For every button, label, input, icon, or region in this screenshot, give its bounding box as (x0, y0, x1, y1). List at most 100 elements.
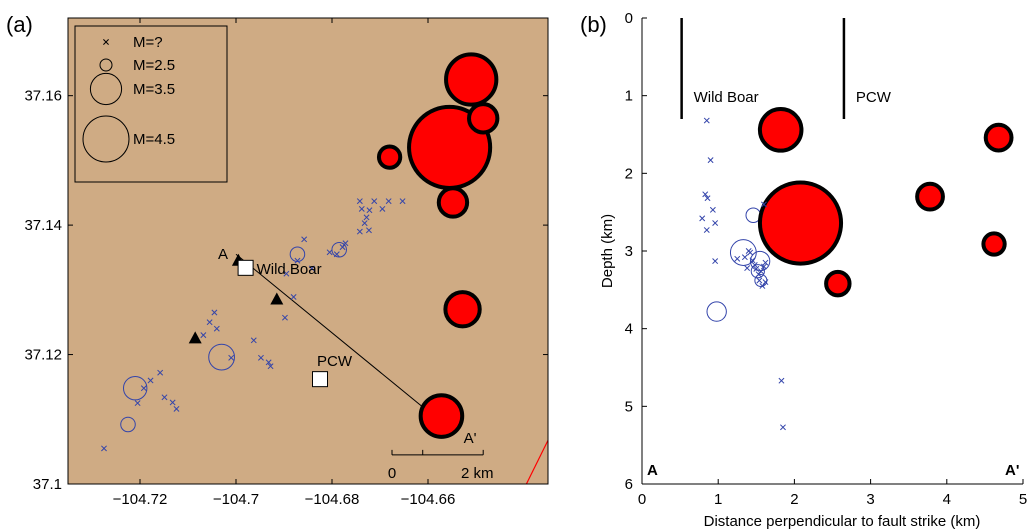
event-large-marker (444, 52, 499, 107)
event-x-marker-stroke (308, 265, 315, 272)
panel-b-label: (b) (580, 12, 607, 37)
event-large-marker (824, 269, 852, 298)
event-x-marker (157, 369, 164, 376)
event-x-marker-stroke (211, 309, 218, 316)
event-x-marker (699, 215, 706, 222)
cross-section-end-label: A' (464, 430, 477, 447)
well-label-wild-boar: Wild Boar (257, 261, 322, 278)
event-x-marker-stroke (709, 206, 716, 213)
section-end-label: A' (1005, 462, 1019, 479)
event-x-marker (265, 359, 272, 366)
event-x-marker (366, 207, 373, 214)
event-x-marker (161, 394, 168, 401)
event-x-marker (267, 363, 274, 370)
event-x-marker (749, 257, 756, 264)
legend-entry-label: M=4.5 (133, 131, 175, 148)
section-start-label: A (647, 462, 658, 479)
event-x-marker-stroke (702, 191, 709, 198)
y-tick-label: 4 (625, 321, 633, 338)
x-tick-label: 4 (943, 491, 951, 508)
event-x-marker (703, 117, 710, 124)
x-tick-label: −104.7 (213, 491, 259, 508)
event-x-marker (704, 195, 711, 202)
event-x-marker-stroke (213, 325, 220, 332)
event-x-marker-stroke (757, 268, 764, 275)
event-large-marker (418, 393, 465, 439)
event-x-marker (213, 325, 220, 332)
well-label-pcw: PCW (856, 89, 892, 106)
event-x-marker (308, 265, 315, 272)
map-plot-area (120, 52, 548, 484)
event-large-marker (981, 231, 1007, 257)
x-tick-label: −104.68 (305, 491, 360, 508)
event-x-marker-stroke (265, 359, 272, 366)
event-x-marker (342, 240, 349, 247)
event-x-marker-stroke (356, 198, 363, 205)
event-x-marker (760, 263, 767, 270)
event-x-marker (169, 399, 176, 406)
event-x-marker-stroke (290, 293, 297, 300)
event-x-marker (366, 227, 372, 234)
legend-circle-marker (82, 115, 130, 163)
event-x-marker-stroke (161, 394, 168, 401)
event-x-marker (333, 251, 340, 258)
event-x-marker (228, 354, 235, 361)
event-x-marker-stroke (206, 319, 213, 326)
event-x-marker-stroke (140, 385, 147, 392)
event-x-marker (756, 277, 763, 284)
well-label-pcw: PCW (317, 353, 353, 370)
x-tick-label: −104.66 (401, 491, 456, 508)
event-x-marker (250, 337, 257, 344)
x-axis-title: Distance perpendicular to fault strike (… (704, 513, 981, 530)
well-label-wild-boar: Wild Boar (694, 89, 759, 106)
event-x-marker-stroke (703, 227, 710, 233)
cross-section-start-label: A (218, 246, 228, 263)
y-tick-label: 37.12 (24, 347, 62, 364)
event-x-marker (282, 314, 288, 321)
event-large-marker (443, 290, 482, 329)
y-tick-label: 37.16 (24, 88, 62, 105)
event-x-marker-stroke (756, 277, 763, 284)
y-tick-label: 2 (625, 165, 633, 182)
event-x-marker (211, 309, 218, 316)
legend-circle-marker (89, 72, 123, 106)
y-tick-label: 37.14 (24, 217, 62, 234)
event-large-marker (983, 122, 1014, 153)
y-tick-label: 1 (625, 88, 633, 105)
event-large-marker (376, 144, 403, 170)
well-square (312, 371, 328, 388)
event-x-marker-stroke (371, 198, 378, 205)
event-x-marker-stroke (760, 263, 767, 270)
event-x-marker-stroke (301, 236, 308, 243)
event-x-marker (757, 268, 764, 275)
event-x-marker-stroke (267, 363, 274, 370)
event-x-marker (379, 205, 386, 212)
station-triangle (270, 292, 284, 305)
event-x-marker-stroke (147, 377, 154, 384)
event-x-marker (709, 206, 716, 213)
event-x-marker-stroke (699, 215, 706, 222)
event-x-marker-stroke (258, 354, 264, 361)
x-tick-label: −104.72 (113, 491, 168, 508)
event-x-marker (358, 205, 365, 212)
event-x-marker (283, 270, 290, 277)
event-x-marker (778, 377, 785, 384)
event-x-marker-stroke (333, 251, 340, 258)
event-x-marker-stroke (385, 198, 392, 205)
event-x-marker-stroke (379, 205, 386, 212)
event-x-marker-stroke (366, 207, 373, 214)
event-x-marker-stroke (780, 424, 786, 431)
event-x-marker-stroke (703, 117, 710, 124)
event-x-marker (762, 259, 769, 266)
event-x-marker (760, 201, 767, 208)
event-circle-marker (120, 416, 136, 433)
scale-bar-label-distance: 2 km (461, 465, 494, 482)
event-x-marker (301, 236, 308, 243)
event-x-marker (759, 282, 766, 289)
event-x-marker (134, 400, 141, 407)
event-x-marker-stroke (741, 254, 748, 261)
event-x-marker-stroke (157, 369, 164, 376)
event-large-marker (915, 181, 945, 212)
y-tick-label: 0 (625, 10, 633, 27)
